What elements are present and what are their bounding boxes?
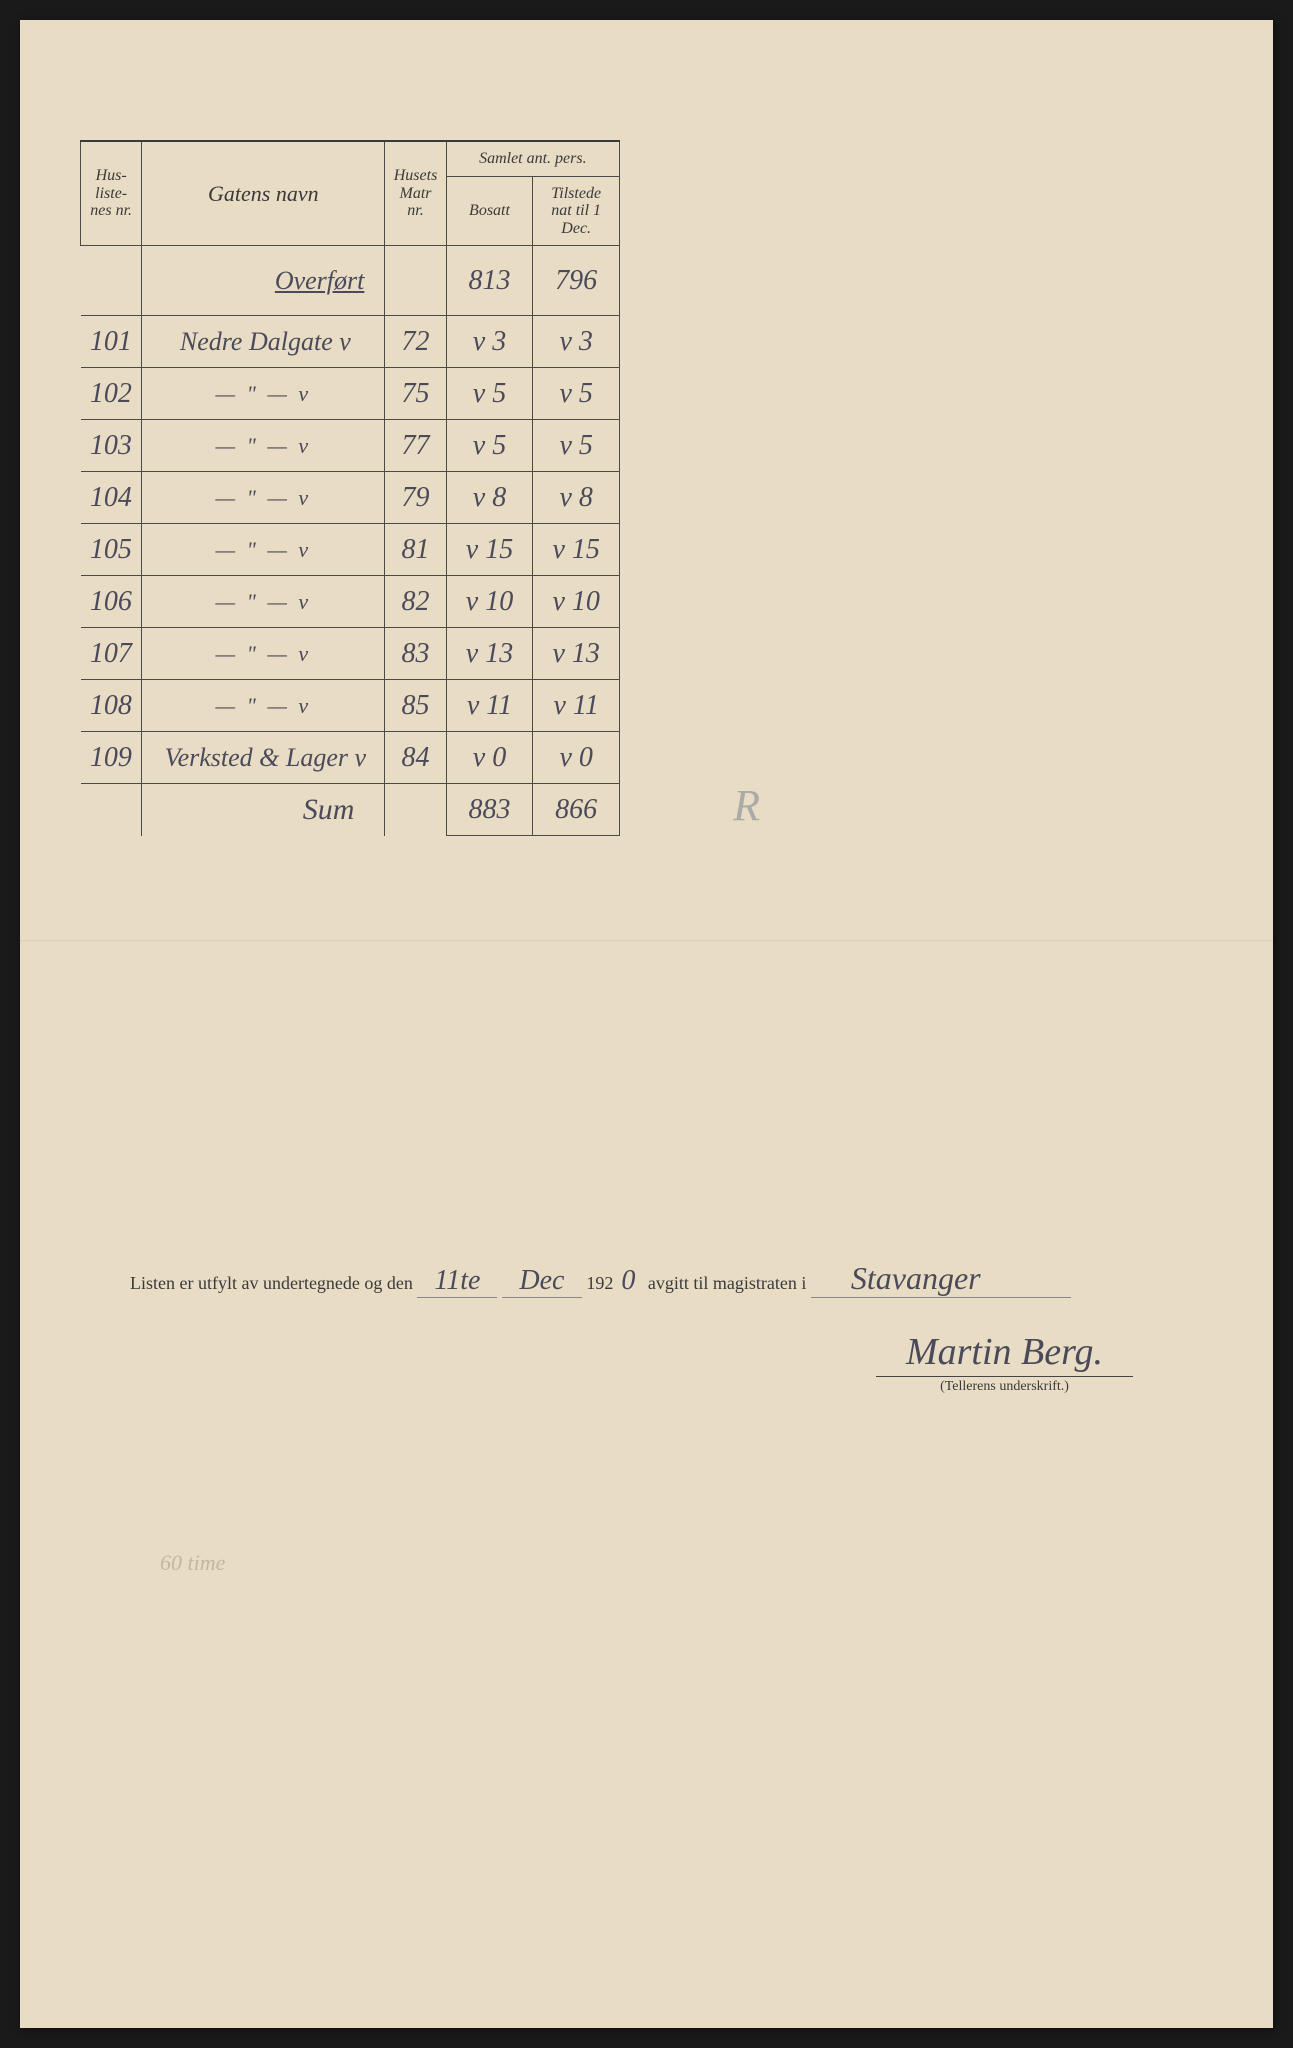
row-name: Nedre Dalgate v (142, 316, 385, 368)
footer-middle: avgitt til magistraten i (648, 1273, 806, 1293)
overford-tilstede: 796 (533, 246, 620, 316)
footer-year-prefix: 192 (586, 1273, 613, 1293)
row-num: 108 (81, 680, 142, 732)
overford-label: Overført (142, 246, 385, 316)
row-name: — " — v (142, 368, 385, 420)
row-matr: 85 (385, 680, 446, 732)
row-num: 102 (81, 368, 142, 420)
margin-note-r: R (733, 780, 760, 831)
row-bosatt: v 5 (446, 420, 533, 472)
header-samlet: Samlet ant. pers. (446, 141, 619, 176)
row-tilstede: v 0 (533, 732, 620, 784)
sum-empty1 (81, 784, 142, 836)
row-tilstede: v 5 (533, 368, 620, 420)
row-bosatt: v 13 (446, 628, 533, 680)
sum-tilstede: 866 (533, 784, 620, 836)
row-name: — " — v (142, 576, 385, 628)
table-row: 104— " — v79v 8v 8 (81, 472, 620, 524)
document-page: Hus-liste-nes nr. Gatens navn Husets Mat… (20, 20, 1273, 2028)
row-matr: 82 (385, 576, 446, 628)
footer-declaration: Listen er utfylt av undertegnede og den … (130, 1260, 1163, 1298)
row-matr: 75 (385, 368, 446, 420)
row-matr: 84 (385, 732, 446, 784)
signature: Martin Berg. (876, 1330, 1133, 1377)
row-matr: 79 (385, 472, 446, 524)
row-name: Verksted & Lager v (142, 732, 385, 784)
faint-pencil-note: 60 time (160, 1550, 225, 1576)
footer-date-day: 11te (417, 1265, 497, 1298)
row-tilstede: v 5 (533, 420, 620, 472)
header-row-1: Hus-liste-nes nr. Gatens navn Husets Mat… (81, 141, 620, 176)
overford-matr (385, 246, 446, 316)
table-row: 101Nedre Dalgate v72v 3v 3 (81, 316, 620, 368)
row-matr: 72 (385, 316, 446, 368)
row-tilstede: v 3 (533, 316, 620, 368)
row-num: 101 (81, 316, 142, 368)
row-bosatt: v 11 (446, 680, 533, 732)
table-row: 103— " — v77v 5v 5 (81, 420, 620, 472)
sum-bosatt: 883 (446, 784, 533, 836)
row-tilstede: v 11 (533, 680, 620, 732)
census-table: Hus-liste-nes nr. Gatens navn Husets Mat… (80, 140, 620, 836)
table-row: 108— " — v85v 11v 11 (81, 680, 620, 732)
footer-year-digit: 0 (613, 1265, 643, 1297)
row-num: 109 (81, 732, 142, 784)
row-tilstede: v 8 (533, 472, 620, 524)
signature-label: (Tellerens underskrift.) (876, 1379, 1133, 1395)
table-row: 102— " — v75v 5v 5 (81, 368, 620, 420)
sum-label: Sum (142, 784, 385, 836)
row-bosatt: v 3 (446, 316, 533, 368)
sum-row: Sum 883866 (81, 784, 620, 836)
row-num: 106 (81, 576, 142, 628)
footer-date-month: Dec (502, 1265, 582, 1298)
header-husliste: Hus-liste-nes nr. (81, 141, 142, 246)
row-num: 107 (81, 628, 142, 680)
table-row: 109Verksted & Lager v84v 0v 0 (81, 732, 620, 784)
header-matr: Husets Matr nr. (385, 141, 446, 246)
table-row: 105— " — v81v 15v 15 (81, 524, 620, 576)
header-bosatt: Bosatt (446, 176, 533, 246)
overford-row: Overført 813 796 (81, 246, 620, 316)
header-gatens-navn: Gatens navn (142, 141, 385, 246)
overford-bosatt: 813 (446, 246, 533, 316)
row-num: 104 (81, 472, 142, 524)
sum-empty2 (385, 784, 446, 836)
footer-place: Stavanger (811, 1260, 1071, 1298)
row-num: 103 (81, 420, 142, 472)
row-name: — " — v (142, 628, 385, 680)
row-tilstede: v 10 (533, 576, 620, 628)
paper-fold (20, 940, 1273, 942)
row-bosatt: v 15 (446, 524, 533, 576)
row-name: — " — v (142, 680, 385, 732)
row-num: 105 (81, 524, 142, 576)
row-name: — " — v (142, 524, 385, 576)
row-name: — " — v (142, 472, 385, 524)
table-row: 107— " — v83v 13v 13 (81, 628, 620, 680)
row-matr: 77 (385, 420, 446, 472)
row-tilstede: v 15 (533, 524, 620, 576)
table-row: 106— " — v82v 10v 10 (81, 576, 620, 628)
overford-num (81, 246, 142, 316)
row-bosatt: v 0 (446, 732, 533, 784)
row-tilstede: v 13 (533, 628, 620, 680)
census-table-wrapper: Hus-liste-nes nr. Gatens navn Husets Mat… (80, 140, 620, 836)
row-matr: 81 (385, 524, 446, 576)
footer-prefix: Listen er utfylt av undertegnede og den (130, 1273, 413, 1293)
signature-block: Martin Berg. (Tellerens underskrift.) (876, 1330, 1133, 1395)
row-bosatt: v 8 (446, 472, 533, 524)
row-bosatt: v 10 (446, 576, 533, 628)
header-tilstede: Tilstede nat til 1 Dec. (533, 176, 620, 246)
row-bosatt: v 5 (446, 368, 533, 420)
row-matr: 83 (385, 628, 446, 680)
row-name: — " — v (142, 420, 385, 472)
